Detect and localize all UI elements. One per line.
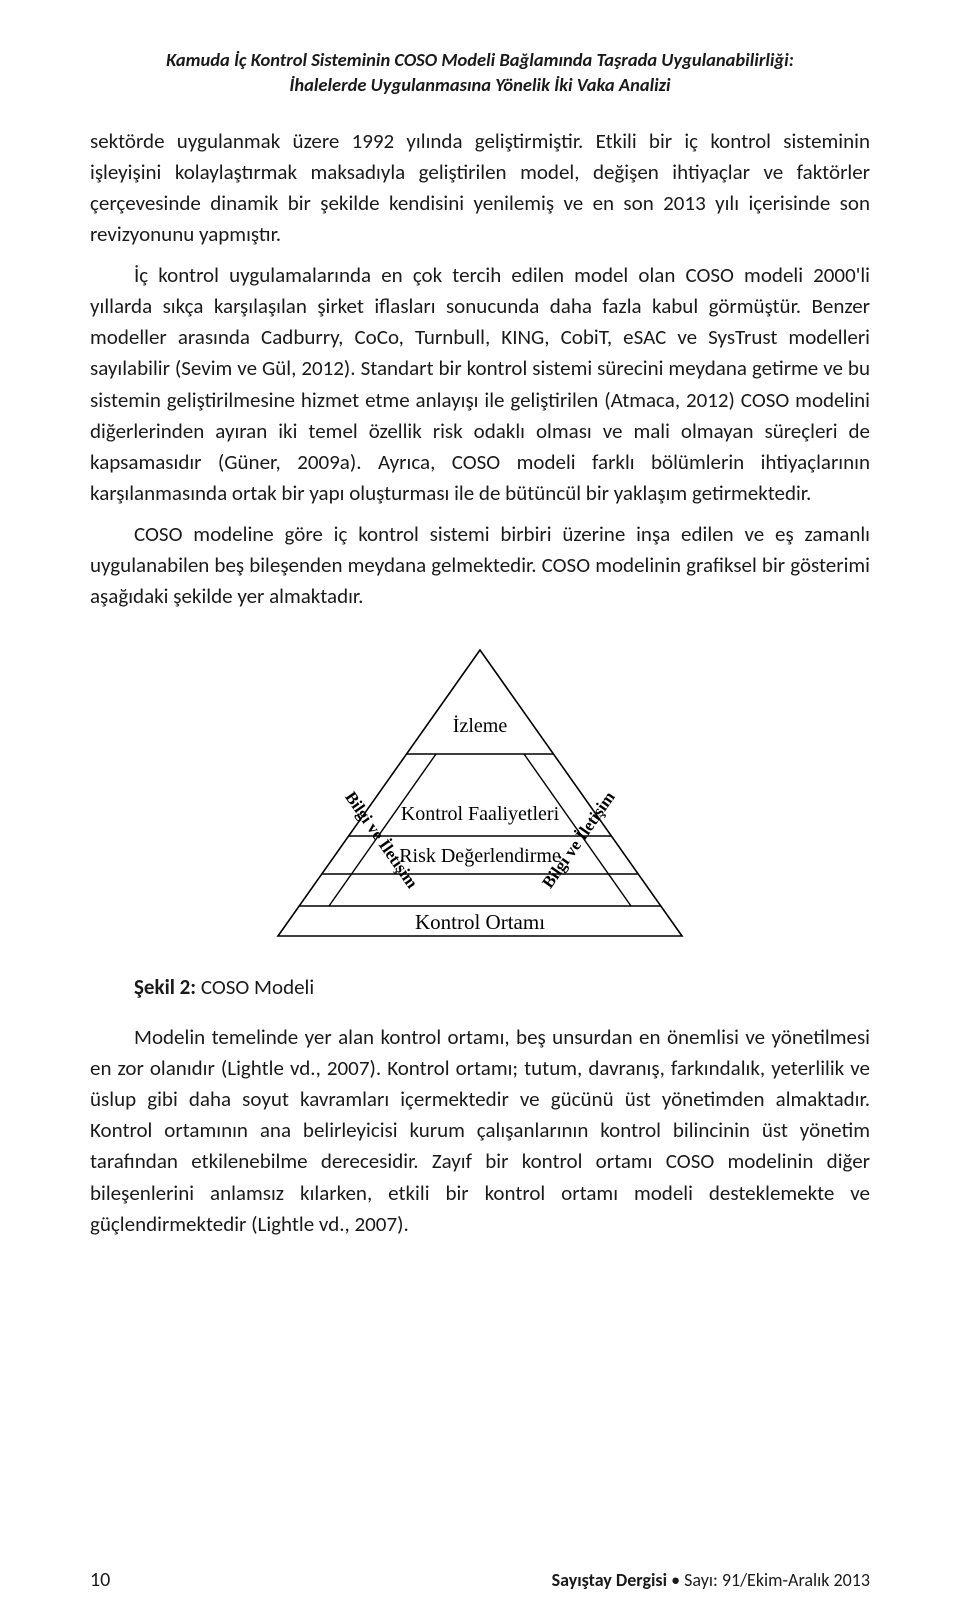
- figure-caption-label: Şekil 2:: [134, 974, 196, 1000]
- coso-pyramid-figure: İzleme Kontrol Faaliyetleri Risk Değerle…: [90, 636, 870, 956]
- journal-issue: • Sayı: 91/Ekim-Aralık 2013: [667, 1569, 870, 1591]
- pyramid-label-lower: Risk Değerlendirme: [399, 845, 561, 867]
- pyramid-label-top: İzleme: [453, 714, 508, 737]
- page-number: 10: [90, 1568, 110, 1592]
- running-header: Kamuda İç Kontrol Sisteminin COSO Modeli…: [90, 48, 870, 98]
- header-line-2: İhalelerde Uygulanmasına Yönelik İki Vak…: [90, 73, 870, 98]
- figure-caption-text: COSO Modeli: [196, 974, 314, 1000]
- header-line-1: Kamuda İç Kontrol Sisteminin COSO Modeli…: [90, 48, 870, 73]
- journal-name: Sayıştay Dergisi: [552, 1569, 667, 1591]
- page-footer: 10 Sayıştay Dergisi • Sayı: 91/Ekim-Aral…: [90, 1568, 870, 1592]
- paragraph-1: sektörde uygulanmak üzere 1992 yılında g…: [90, 126, 870, 250]
- paragraph-2: İç kontrol uygulamalarında en çok tercih…: [90, 260, 870, 509]
- journal-info: Sayıştay Dergisi • Sayı: 91/Ekim-Aralık …: [552, 1569, 870, 1591]
- page: Kamuda İç Kontrol Sisteminin COSO Modeli…: [0, 0, 960, 1620]
- pyramid-label-middle: Kontrol Faaliyetleri: [401, 803, 560, 825]
- coso-pyramid-svg: İzleme Kontrol Faaliyetleri Risk Değerle…: [260, 636, 700, 956]
- figure-caption: Şekil 2: COSO Modeli: [134, 974, 870, 1000]
- pyramid-label-base: Kontrol Ortamı: [415, 910, 545, 934]
- paragraph-3: COSO modeline göre iç kontrol sistemi bi…: [90, 519, 870, 612]
- paragraph-4: Modelin temelinde yer alan kontrol ortam…: [90, 1022, 870, 1240]
